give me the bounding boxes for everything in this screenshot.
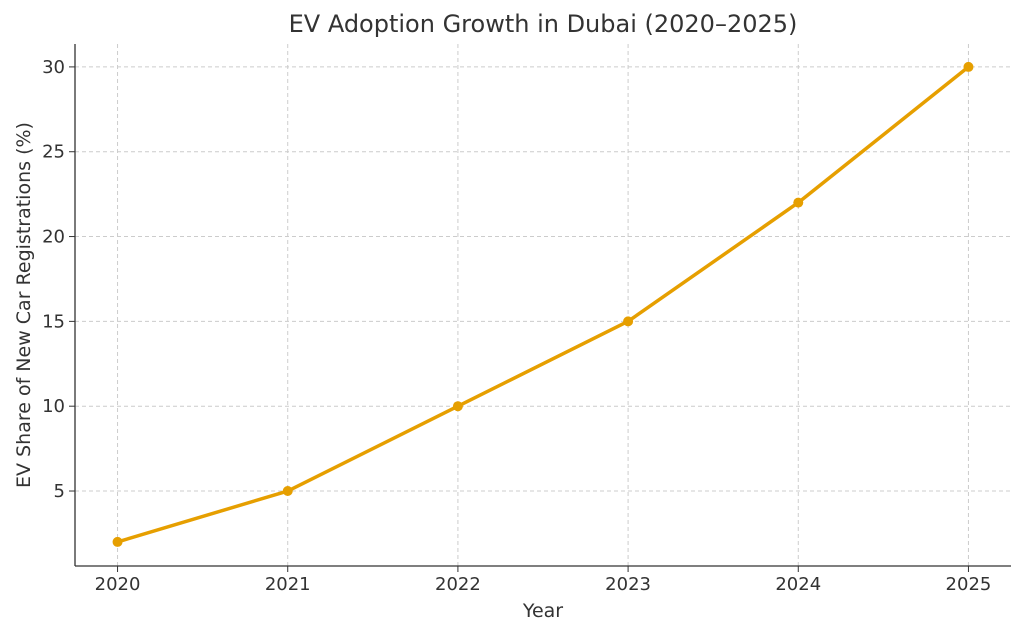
series-line (117, 65, 970, 544)
axes (74, 44, 1011, 567)
x-tick-label: 2025 (946, 574, 992, 595)
x-tick-label: 2021 (265, 574, 311, 595)
series (112, 61, 974, 547)
x-tick-label: 2024 (775, 574, 821, 595)
x-tick-label: 2023 (605, 574, 651, 595)
y-axis-label: EV Share of New Car Registrations (%) (13, 122, 35, 488)
grid (75, 44, 1011, 566)
y-tick-label: 10 (42, 396, 65, 417)
data-point (793, 197, 804, 208)
chart-title: EV Adoption Growth in Dubai (2020–2025) (289, 10, 798, 38)
x-axis-label: Year (522, 600, 563, 622)
x-tick-label: 2020 (95, 574, 141, 595)
y-tick-label: 15 (42, 311, 65, 332)
data-point (963, 61, 974, 72)
y-tick-label: 30 (42, 57, 65, 78)
x-tick-label: 2022 (435, 574, 481, 595)
y-tick-label: 5 (54, 481, 65, 502)
y-tick-label: 20 (42, 227, 65, 248)
data-point (112, 536, 123, 547)
y-tick-label: 25 (42, 142, 65, 163)
data-point (452, 401, 463, 412)
data-point (623, 316, 634, 327)
data-point (282, 486, 293, 497)
